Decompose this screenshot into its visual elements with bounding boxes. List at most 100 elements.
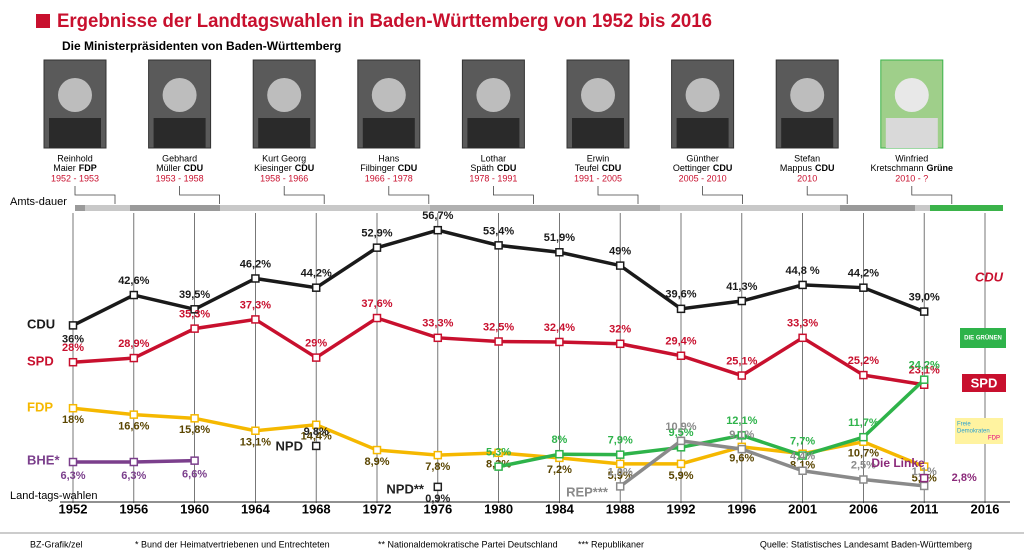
value-label: 7,9% (608, 435, 633, 447)
value-label: 10,9% (665, 421, 696, 433)
value-label: 4,4% (790, 451, 815, 463)
leader-name: Müller CDU (156, 163, 203, 173)
footer-note: * Bund der Heimatvertriebenen und Entrec… (135, 539, 330, 549)
value-label: 16,6% (118, 421, 149, 433)
leader-party: Grüne (927, 163, 954, 173)
data-point (798, 451, 807, 460)
value-label: 12,1% (726, 415, 757, 427)
portrait-head (162, 78, 197, 112)
wahlen-label: Land-tags-wahlen (10, 490, 97, 502)
value-label: 36% (62, 333, 84, 345)
data-point (555, 248, 564, 257)
fdp-logo (955, 418, 1003, 444)
leader-name: Kretschmann Grüne (871, 163, 954, 173)
leader-first-name: Gebhard (162, 153, 197, 163)
series-name: CDU (975, 269, 1004, 284)
portrait-head (476, 78, 511, 112)
x-tick-label: 1956 (119, 501, 148, 516)
data-point (190, 414, 199, 423)
leader-term: 1966 - 1978 (365, 173, 413, 183)
data-point (311, 420, 321, 430)
leader-term: 2010 (797, 173, 817, 183)
spd-box (962, 374, 1006, 392)
leader-party: CDU (713, 163, 733, 173)
leader-connector (388, 186, 430, 204)
term-bar (75, 205, 1003, 211)
series-name: NPD (276, 438, 303, 453)
leader-name: Teufel CDU (575, 163, 622, 173)
series-name: SPD (27, 353, 54, 368)
data-point (919, 462, 929, 471)
value-label: 46,2% (240, 258, 271, 270)
leader-last-name: Müller (156, 163, 181, 173)
term-segment (430, 205, 660, 211)
leader-party: CDU (497, 163, 517, 173)
data-point (798, 466, 807, 476)
value-label: 28% (62, 342, 84, 354)
data-point (737, 444, 747, 454)
leader-connector (702, 186, 743, 204)
leader-term: 1958 - 1966 (260, 173, 308, 183)
portrait-body (676, 118, 729, 148)
value-label: 44,8 % (785, 265, 819, 277)
series-name: CDU (27, 316, 55, 331)
leader-connector (597, 186, 639, 204)
data-point (68, 357, 78, 367)
data-point (433, 333, 443, 343)
leader-first-name: Stefan (794, 153, 820, 163)
x-tick-label: 1996 (727, 501, 756, 516)
value-label: 9,1% (729, 429, 754, 441)
x-tick-label: 2001 (788, 501, 817, 516)
portrait-body (362, 118, 415, 148)
leader-first-name: Hans (378, 153, 400, 163)
x-tick-label: 2006 (849, 501, 878, 516)
value-label: 8,9% (364, 456, 389, 468)
fdp-logo-text: Freie (957, 422, 971, 428)
data-point (129, 353, 139, 363)
data-point (129, 410, 139, 419)
value-label: 37,3% (240, 299, 271, 311)
leader-connector (283, 186, 325, 204)
series-name: REP*** (566, 484, 609, 499)
data-point (798, 333, 807, 343)
value-label: 29% (305, 338, 327, 350)
data-point (919, 375, 929, 384)
value-label: 10,7% (848, 448, 879, 460)
leader-party: CDU (398, 163, 418, 173)
series-line (498, 378, 926, 469)
data-point (859, 432, 868, 442)
footer: BZ-Grafik/zel * Bund der Heimatvertriebe… (0, 532, 1024, 549)
value-label: 24,2% (909, 360, 940, 372)
leader-term: 1991 - 2005 (574, 173, 622, 183)
leader-last-name: Mappus (780, 163, 813, 173)
data-point (433, 482, 443, 492)
value-label: 23,1% (909, 365, 940, 377)
fdp-logo-text: FDP (988, 436, 1000, 442)
value-label: 51,9% (544, 232, 575, 244)
leader-last-name: Späth (470, 163, 494, 173)
data-point (311, 441, 321, 451)
term-segment (930, 205, 1003, 211)
portrait-head (58, 78, 92, 112)
x-tick-label: 2016 (971, 501, 1000, 516)
leader-last-name: Kiesinger (254, 163, 292, 173)
value-label: 53,4% (483, 225, 514, 237)
value-label: 9,8% (304, 426, 329, 438)
leader-first-name: Kurt Georg (262, 153, 306, 163)
term-segment (130, 205, 220, 211)
data-point (190, 305, 199, 314)
leader-connector (179, 186, 221, 204)
value-label: 15,8% (179, 424, 210, 436)
data-point (919, 307, 929, 316)
data-point (190, 456, 199, 465)
data-point (919, 473, 929, 483)
leader-last-name: Oettinger (673, 163, 710, 173)
leader-name: Kiesinger CDU (254, 163, 314, 173)
value-label: 2,8% (952, 472, 977, 484)
value-label: 41,3% (726, 281, 757, 293)
x-tick-label: 1960 (180, 501, 209, 516)
data-point (372, 445, 382, 455)
value-label: 35,3% (179, 309, 210, 321)
leader-party: CDU (815, 163, 835, 173)
value-label: 5,3% (486, 447, 511, 459)
